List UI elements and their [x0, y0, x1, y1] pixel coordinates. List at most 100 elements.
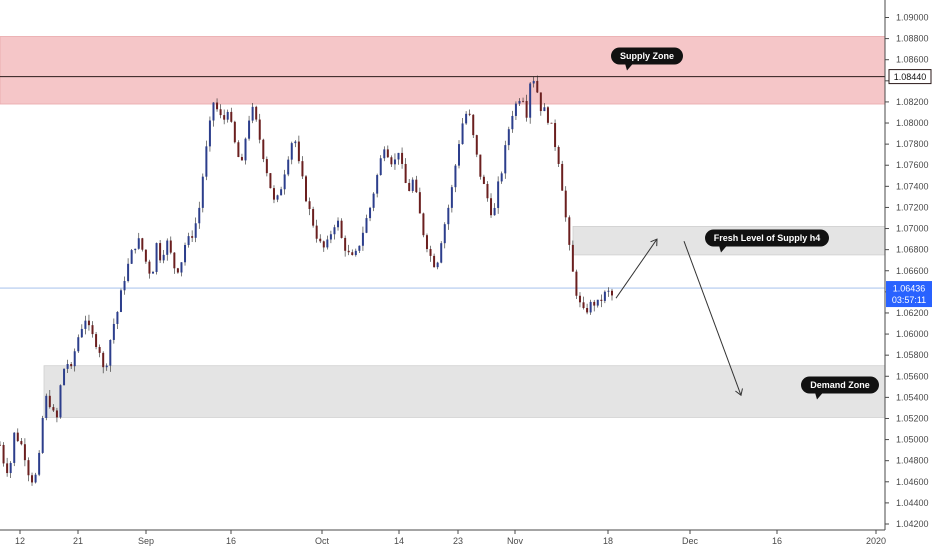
y-axis-background	[885, 0, 932, 550]
candle-17	[59, 384, 62, 419]
candle-74	[262, 138, 265, 163]
candle-59	[208, 116, 211, 152]
candle-139	[493, 203, 496, 216]
candle-body	[201, 176, 204, 208]
candle-93	[329, 230, 332, 244]
candle-155	[550, 122, 553, 124]
callout-bubble	[801, 376, 879, 394]
candle-body	[500, 173, 503, 182]
candle-body	[13, 432, 16, 463]
candle-body	[141, 238, 144, 250]
candle-43	[152, 270, 154, 274]
candle-22	[77, 334, 80, 353]
x-tick-label: Nov	[507, 536, 524, 546]
candle-body	[251, 106, 254, 121]
candle-body	[137, 238, 140, 249]
candle-162	[575, 269, 578, 299]
candle-body	[401, 152, 404, 164]
candle-body	[55, 410, 58, 418]
candle-body	[248, 120, 251, 139]
y-tick-label: 1.08200	[896, 97, 929, 107]
y-tick-label: 1.04600	[896, 477, 929, 487]
candle-28	[98, 344, 101, 358]
candle-body	[493, 207, 496, 216]
horizontal-lines-layer	[0, 76, 885, 289]
candle-30	[105, 363, 108, 371]
candle-body	[511, 115, 514, 130]
candle-77	[272, 185, 275, 204]
candle-body	[522, 100, 525, 102]
callout-bubble	[705, 229, 829, 247]
candle-86	[305, 175, 307, 203]
candle-body	[240, 157, 243, 161]
candle-73	[258, 113, 261, 144]
candle-114	[404, 158, 407, 184]
candle-150	[532, 76, 535, 88]
candle-body	[411, 179, 414, 191]
candle-body	[390, 157, 393, 165]
candle-body	[369, 207, 372, 219]
y-tick-label: 1.08600	[896, 55, 929, 65]
candle-116	[411, 177, 414, 193]
candle-68	[240, 153, 243, 161]
candle-165	[586, 303, 589, 315]
candle-body	[358, 245, 361, 251]
candle-67	[237, 140, 240, 158]
candle-body	[45, 395, 48, 418]
callout-tail	[625, 63, 633, 71]
candle-body	[48, 395, 51, 408]
candle-body	[23, 444, 26, 461]
candle-body	[486, 183, 489, 199]
candle-body	[361, 232, 364, 246]
candle-body	[176, 268, 179, 273]
candle-body	[173, 252, 176, 269]
candle-69	[244, 137, 247, 165]
candle-94	[333, 224, 336, 240]
candle-137	[486, 181, 489, 202]
candle-body	[611, 290, 613, 296]
candle-body	[262, 139, 265, 160]
candle-168	[596, 299, 599, 308]
candle-body	[134, 248, 137, 251]
x-tick-label: 16	[772, 536, 782, 546]
candle-110	[390, 155, 393, 168]
candle-81	[287, 156, 290, 177]
candle-body	[237, 142, 240, 158]
candle-body	[504, 145, 507, 174]
callout-tail	[815, 392, 823, 400]
candle-body	[461, 123, 464, 145]
y-tick-label: 1.07800	[896, 139, 929, 149]
candle-33	[116, 311, 119, 329]
candle-body	[340, 220, 343, 238]
candle-body	[344, 237, 347, 251]
candle-body	[112, 323, 115, 340]
candle-38	[134, 248, 137, 254]
candle-body	[162, 254, 165, 261]
candle-164	[582, 296, 585, 310]
candle-body	[2, 444, 5, 464]
candle-9	[31, 472, 34, 486]
x-tick-label: 2020	[866, 536, 886, 546]
candle-body	[475, 135, 478, 155]
candle-body	[255, 106, 258, 120]
candle-12	[41, 415, 44, 454]
candle-138	[490, 193, 493, 218]
y-tick-label: 1.07400	[896, 181, 929, 191]
candle-body	[226, 111, 229, 120]
candle-26	[91, 321, 94, 338]
y-tick-label: 1.04800	[896, 456, 929, 466]
candle-body	[479, 154, 482, 177]
y-tick-label: 1.06600	[896, 266, 929, 276]
candle-3	[9, 461, 12, 478]
candle-body	[450, 187, 453, 208]
x-tick-label: Dec	[682, 536, 699, 546]
candle-123	[436, 261, 439, 270]
candle-145	[514, 101, 517, 120]
candle-156	[554, 119, 557, 151]
callouts-layer: Supply Zone Fresh Level of Supply h4 Deman…	[611, 47, 879, 400]
candle-143	[507, 126, 510, 151]
candle-body	[326, 239, 329, 248]
candle-95	[337, 217, 340, 231]
candle-96	[340, 218, 343, 239]
